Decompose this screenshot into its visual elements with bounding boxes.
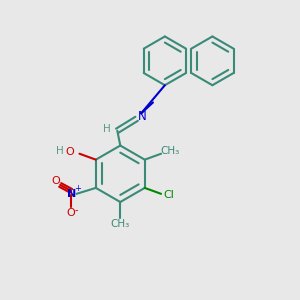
Text: N: N — [67, 189, 76, 199]
Text: N: N — [138, 110, 146, 123]
Text: CH₃: CH₃ — [111, 219, 130, 229]
Text: O: O — [51, 176, 60, 186]
Text: -: - — [75, 205, 78, 215]
Text: H: H — [103, 124, 111, 134]
Text: +: + — [74, 184, 80, 193]
Text: H: H — [56, 146, 64, 156]
Text: CH₃: CH₃ — [160, 146, 180, 156]
Text: Cl: Cl — [163, 190, 174, 200]
Text: O: O — [67, 208, 76, 218]
Text: O: O — [66, 147, 74, 157]
